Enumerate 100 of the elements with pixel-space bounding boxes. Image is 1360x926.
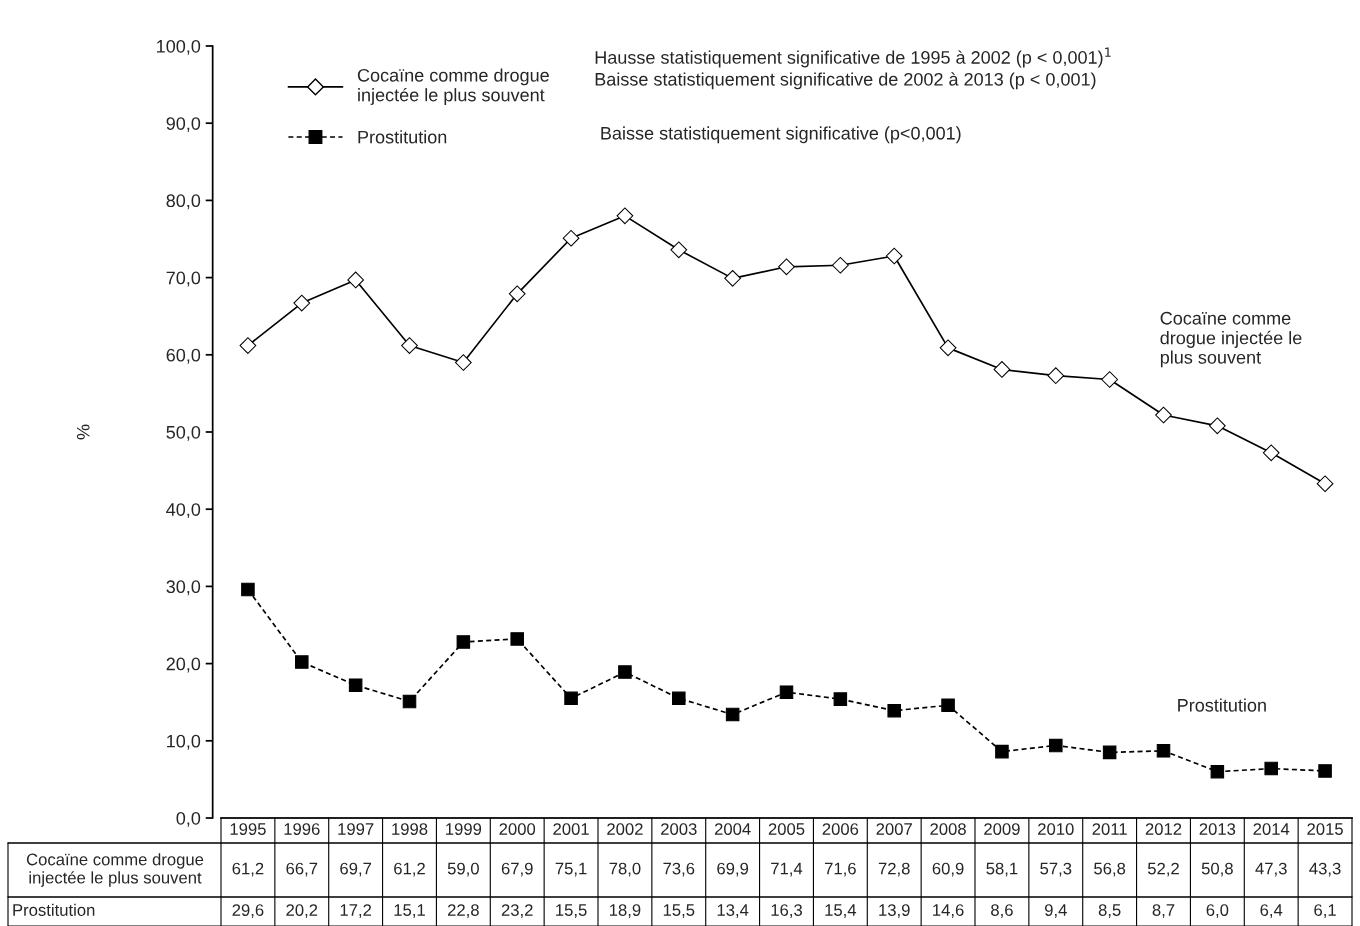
y-tick-label: 10,0 (167, 734, 201, 750)
data-label: 6,4 (1260, 904, 1283, 918)
data-label: 8,7 (1152, 904, 1175, 918)
y-tick-label: 100,0 (157, 39, 201, 55)
data-label: 6,1 (1314, 904, 1336, 918)
point (831, 256, 849, 274)
data-label: 20,2 (286, 904, 318, 918)
point (724, 270, 742, 287)
x-tick-label: 2007 (876, 823, 912, 835)
point (348, 678, 363, 692)
data-label: 47,3 (1255, 862, 1287, 877)
point (293, 294, 311, 312)
point (402, 694, 417, 709)
y-tick-label: 50,0 (166, 425, 201, 441)
point (779, 685, 794, 699)
x-tick-label: 2011 (1092, 823, 1127, 835)
data-label: 50,8 (1201, 862, 1233, 877)
x-tick-label: 1998 (392, 823, 428, 835)
x-tick-label: 2003 (661, 823, 697, 835)
x-tick-label: 2012 (1145, 823, 1182, 835)
x-tick-label: 2005 (768, 823, 805, 835)
x-tick-label: 2008 (930, 823, 966, 835)
point (1316, 475, 1334, 493)
data-label: 22,8 (447, 904, 479, 918)
data-label: 61,2 (232, 862, 264, 877)
data-label: 69,9 (717, 862, 749, 877)
x-tick-label: 1997 (338, 823, 374, 835)
point (995, 744, 1009, 759)
data-label: 71,6 (824, 862, 856, 877)
x-tick-label: 2010 (1038, 823, 1074, 835)
annotation: Baisse statistiquement significative (p<0,001) (601, 126, 961, 144)
data-label: 59,0 (447, 862, 479, 877)
annotation: Prostitution (1178, 698, 1266, 712)
data-label: 15,1 (394, 904, 425, 918)
data-label: 71,4 (771, 862, 803, 877)
x-tick-label: 2009 (984, 823, 1020, 835)
y-tick-label: 70,0 (166, 271, 201, 287)
point (725, 707, 740, 722)
data-label: 72,8 (878, 862, 910, 877)
data-label: 78,0 (609, 862, 641, 877)
point (885, 247, 903, 265)
data-label: 15,5 (663, 904, 695, 918)
point (456, 635, 471, 649)
point (564, 691, 578, 706)
point (618, 665, 632, 679)
data-label: 16,3 (771, 904, 802, 918)
data-label: 29,6 (232, 904, 264, 918)
y-tick-label: 40,0 (166, 503, 201, 519)
y-tick-label: 30,0 (166, 580, 201, 596)
point (887, 703, 901, 718)
y-tick-label: 60,0 (166, 348, 201, 364)
annotation: Hausse statistiquement significative de 1995 à 2002 (p < 0,001)$^{1}$ (595, 47, 1111, 68)
x-tick-label: 1996 (284, 823, 320, 835)
point (1155, 406, 1172, 424)
point (1102, 745, 1117, 760)
data-label: 66,7 (286, 862, 318, 877)
annotation: Baisse statistiquement significative de 2002 à 2013 (p < 0,001) (595, 72, 1096, 90)
x-tick-label: 1999 (446, 823, 482, 835)
legend-label: Prostitution (358, 130, 447, 144)
x-tick-label: 2015 (1307, 823, 1343, 835)
x-tick-label: 1995 (230, 823, 266, 835)
point (1049, 738, 1063, 753)
point (939, 339, 957, 357)
data-label: 56,8 (1094, 862, 1126, 877)
point (510, 632, 524, 646)
point (670, 241, 688, 259)
point (241, 582, 255, 597)
text: Prostitution (13, 903, 95, 916)
data-label: 73,6 (663, 862, 695, 877)
point (993, 361, 1011, 378)
point (778, 258, 795, 276)
point (672, 691, 686, 706)
data-label: 14,6 (933, 904, 964, 918)
point (454, 354, 472, 371)
annotation: Cocaïne comme drogue injectée le plus souvent (1160, 311, 1302, 368)
point (941, 698, 955, 713)
point (401, 337, 418, 354)
point (1101, 371, 1119, 388)
point (1156, 744, 1171, 758)
point (347, 271, 365, 289)
data-label: 61,2 (394, 862, 425, 877)
data-label: 15,4 (825, 904, 857, 918)
data-label: 60,9 (932, 862, 964, 877)
point (1264, 761, 1278, 776)
y-tick-label: 80,0 (166, 194, 201, 210)
data-label: 18,9 (609, 904, 641, 918)
point (508, 285, 526, 303)
x-tick-label: 2004 (714, 823, 751, 835)
data-label: 6,0 (1206, 904, 1229, 918)
legend-label: Cocaïne comme drogue injectée le plus souvent (357, 68, 549, 105)
point (1262, 444, 1280, 462)
point (833, 692, 848, 706)
data-label: 13,9 (879, 904, 910, 918)
point (1210, 764, 1225, 779)
point (562, 229, 580, 247)
data-label: 8,5 (1098, 904, 1121, 918)
y-axis-title: % (76, 424, 90, 440)
y-tick-label: 90,0 (166, 117, 201, 133)
point (1318, 764, 1332, 778)
point (1047, 367, 1065, 385)
